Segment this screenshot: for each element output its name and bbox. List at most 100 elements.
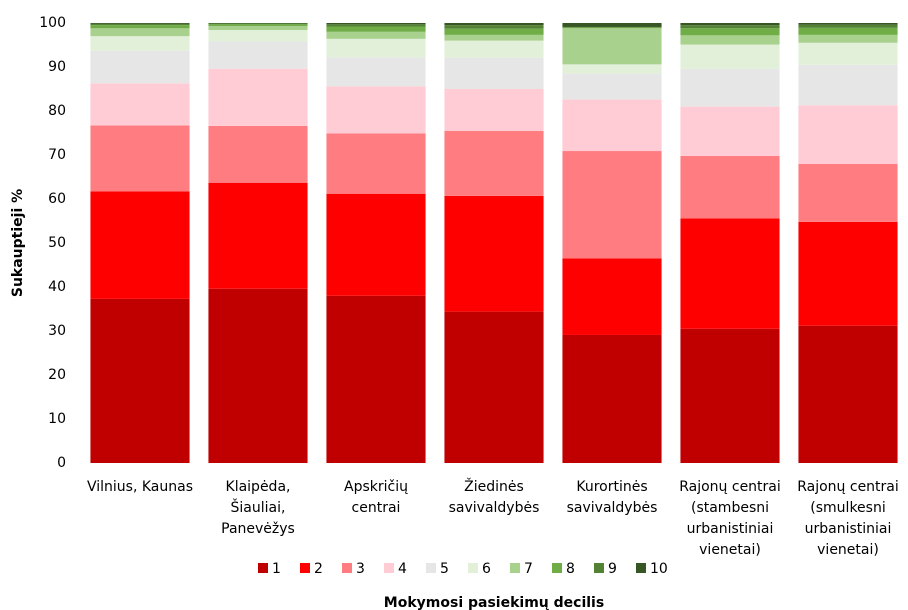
x-tick-label: Apskričių bbox=[344, 479, 408, 495]
bar-segment bbox=[680, 106, 780, 156]
bar-segment bbox=[326, 86, 426, 134]
bar-segment bbox=[680, 328, 780, 463]
bar-segment bbox=[680, 155, 780, 219]
bar-segment bbox=[326, 31, 426, 39]
bar-segment bbox=[326, 295, 426, 463]
bar-segment bbox=[562, 334, 662, 463]
bar-segment bbox=[680, 44, 780, 69]
y-tick-label: 60 bbox=[48, 191, 66, 207]
y-tick-label: 70 bbox=[48, 147, 66, 163]
x-tick-label: Žiedinės bbox=[464, 477, 524, 495]
bar-segment bbox=[208, 125, 308, 183]
x-tick-label: Šiauliai, bbox=[231, 498, 286, 516]
bar-segment bbox=[90, 25, 190, 29]
bar-segment bbox=[90, 191, 190, 299]
legend-swatch bbox=[258, 563, 268, 573]
bar-segment bbox=[444, 28, 544, 35]
x-tick-label: Kurortinės bbox=[576, 479, 647, 495]
y-tick-label: 10 bbox=[48, 411, 66, 427]
y-axis-label: Sukauptieji % bbox=[10, 189, 26, 297]
bar-segment bbox=[562, 258, 662, 335]
bar-segment bbox=[326, 26, 426, 32]
bar-segment bbox=[326, 24, 426, 27]
x-tick-label: Rajonų centrai bbox=[797, 479, 899, 495]
bar-segment bbox=[444, 25, 544, 29]
bar-segment bbox=[798, 105, 898, 164]
legend-swatch bbox=[510, 563, 520, 573]
x-tick-label: Rajonų centrai bbox=[679, 479, 781, 495]
bar-segment bbox=[562, 64, 662, 74]
legend-swatch bbox=[300, 563, 310, 573]
legend-label: 3 bbox=[356, 561, 365, 577]
bar-segment bbox=[562, 99, 662, 152]
bar-segment bbox=[90, 298, 190, 463]
legend-label: 4 bbox=[398, 561, 407, 577]
legend-label: 2 bbox=[314, 561, 323, 577]
bar-segment bbox=[680, 218, 780, 329]
bar-segment bbox=[90, 23, 190, 24]
bar-segment bbox=[798, 23, 898, 25]
x-axis-label: Mokymosi pasiekimų decilis bbox=[384, 595, 604, 610]
bar-segment bbox=[90, 23, 190, 26]
x-tick-label: (stambesni bbox=[691, 500, 769, 516]
bar-segment bbox=[208, 26, 308, 31]
bar-segment bbox=[208, 288, 308, 463]
x-tick-label: Vilnius, Kaunas bbox=[87, 479, 193, 495]
bar-segment bbox=[208, 182, 308, 289]
bar-segment bbox=[680, 23, 780, 26]
bar-segment bbox=[326, 57, 426, 87]
x-tick-label: savivaldybės bbox=[449, 500, 540, 516]
bar-segment bbox=[444, 40, 544, 58]
bar-segment bbox=[444, 89, 544, 131]
x-tick-label: urbanistiniai bbox=[687, 521, 774, 537]
bar-segment bbox=[90, 28, 190, 37]
x-tick-label: vienetai) bbox=[817, 542, 879, 558]
bar-segment bbox=[90, 83, 190, 126]
x-tick-label: urbanistiniai bbox=[805, 521, 892, 537]
bar-segment bbox=[444, 34, 544, 41]
bar-segment bbox=[444, 23, 544, 26]
legend-label: 8 bbox=[566, 561, 575, 577]
x-tick-label: savivaldybės bbox=[567, 500, 658, 516]
legend-label: 5 bbox=[440, 561, 449, 577]
x-tick-label: vienetai) bbox=[699, 542, 761, 558]
y-tick-label: 30 bbox=[48, 323, 66, 339]
bar-segment bbox=[326, 23, 426, 25]
bar-segment bbox=[90, 125, 190, 192]
bar-segment bbox=[680, 25, 780, 29]
bar-segment bbox=[562, 27, 662, 29]
legend-label: 9 bbox=[608, 561, 617, 577]
bar-segment bbox=[208, 68, 308, 126]
legend-label: 1 bbox=[272, 561, 281, 577]
bar-segment bbox=[798, 27, 898, 35]
bar-segment bbox=[562, 23, 662, 27]
bar-segment bbox=[562, 151, 662, 259]
y-tick-label: 0 bbox=[57, 455, 66, 471]
bar-segment bbox=[798, 325, 898, 463]
bar-segment bbox=[208, 23, 308, 25]
y-tick-label: 40 bbox=[48, 279, 66, 295]
bar-segment bbox=[326, 38, 426, 58]
legend-swatch bbox=[384, 563, 394, 573]
bar-segment bbox=[90, 36, 190, 51]
bar-segment bbox=[562, 73, 662, 100]
bar-segment bbox=[444, 57, 544, 89]
bar-segment bbox=[562, 28, 662, 65]
bar-segment bbox=[798, 34, 898, 43]
bar-segment bbox=[798, 64, 898, 106]
legend-swatch bbox=[636, 563, 646, 573]
legend-label: 10 bbox=[650, 561, 668, 577]
bar-segment bbox=[326, 133, 426, 194]
x-tick-label: centrai bbox=[352, 500, 401, 516]
legend-label: 7 bbox=[524, 561, 533, 577]
x-tick-label: Panevėžys bbox=[221, 521, 295, 537]
bar-segment bbox=[680, 28, 780, 36]
bar-segment bbox=[798, 221, 898, 326]
legend-swatch bbox=[342, 563, 352, 573]
bar-segment bbox=[90, 50, 190, 84]
legend-label: 6 bbox=[482, 561, 491, 577]
bar-segment bbox=[208, 41, 308, 69]
legend-swatch bbox=[552, 563, 562, 573]
bar-segment bbox=[444, 195, 544, 312]
